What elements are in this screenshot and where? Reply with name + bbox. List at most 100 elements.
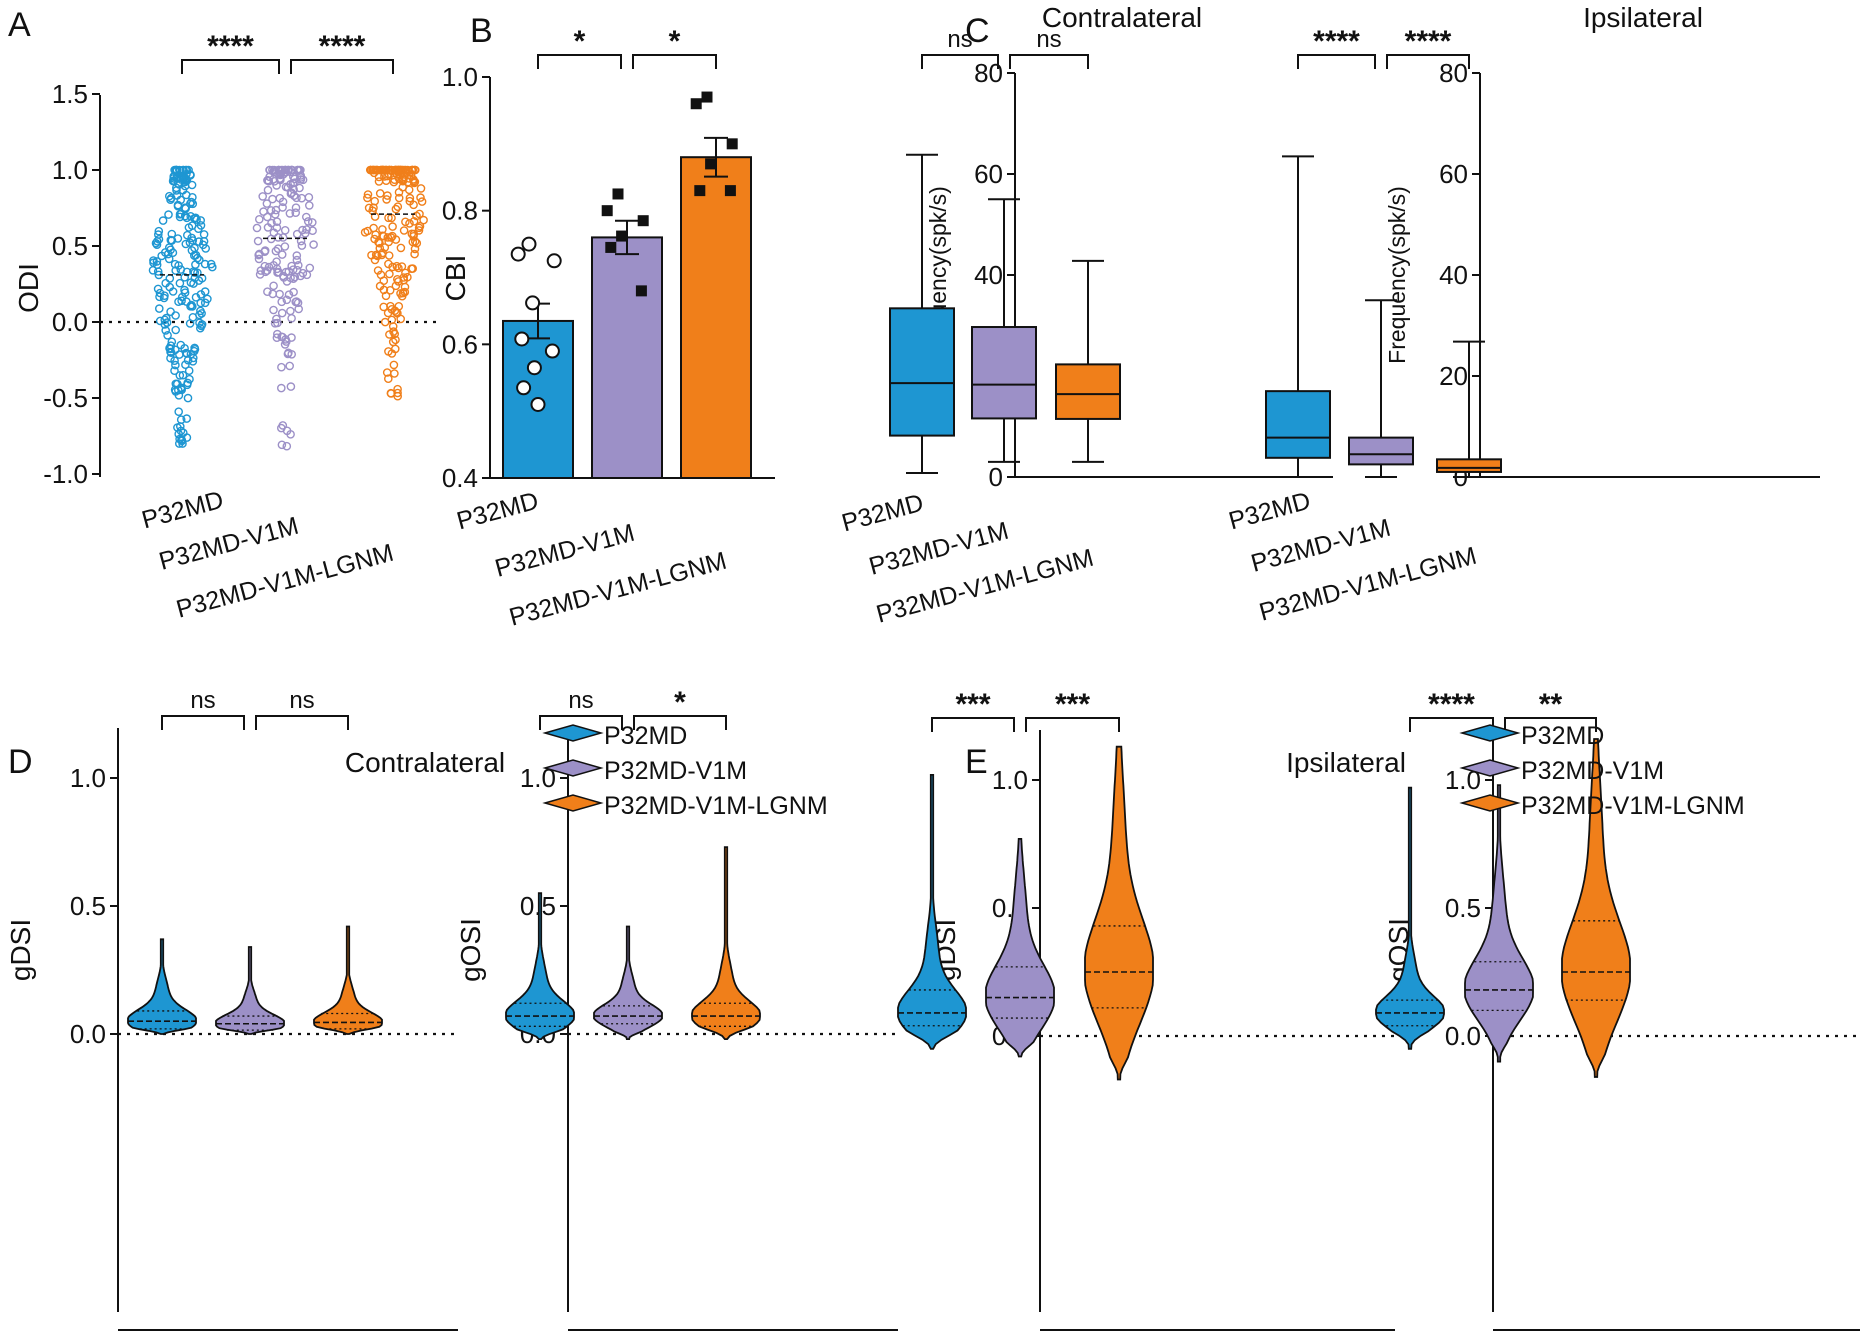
data-point bbox=[526, 360, 542, 376]
box bbox=[1348, 436, 1414, 466]
data-point bbox=[263, 287, 272, 297]
data-point bbox=[292, 193, 301, 203]
data-point bbox=[181, 239, 191, 249]
x-tick-label-p32md: P32MD bbox=[139, 486, 227, 535]
data-point bbox=[269, 281, 278, 291]
data-point bbox=[387, 304, 397, 314]
box-group-p32md bbox=[1265, 155, 1331, 478]
legend-swatch-p32md-v1m bbox=[1459, 759, 1521, 777]
data-point bbox=[278, 421, 288, 430]
box-group-p32md-v1m bbox=[971, 198, 1037, 463]
data-point bbox=[178, 173, 187, 183]
data-point bbox=[152, 257, 162, 266]
violin bbox=[127, 938, 197, 1035]
data-point bbox=[296, 236, 306, 246]
data-point bbox=[158, 216, 168, 225]
data-point bbox=[410, 249, 419, 259]
data-point bbox=[605, 241, 617, 253]
data-point bbox=[166, 341, 176, 351]
y-tick-label: 0.8 bbox=[442, 196, 478, 226]
data-point bbox=[635, 285, 647, 297]
y-tick-label: 1.0 bbox=[52, 155, 88, 185]
data-point bbox=[263, 223, 273, 232]
data-point bbox=[182, 414, 191, 423]
data-point bbox=[701, 91, 713, 103]
data-point bbox=[186, 170, 195, 180]
data-point bbox=[196, 221, 206, 230]
y-axis-label: CBI bbox=[440, 255, 471, 302]
y-tick-label: 1.0 bbox=[70, 763, 106, 793]
significance-label: ns bbox=[1036, 26, 1061, 53]
data-point bbox=[161, 326, 170, 335]
data-point bbox=[516, 380, 532, 396]
data-point bbox=[161, 278, 170, 288]
data-point bbox=[165, 344, 175, 354]
y-tick-label: 0.5 bbox=[1445, 893, 1481, 923]
data-point bbox=[393, 388, 402, 398]
panel-label-d: D bbox=[8, 743, 33, 781]
significance-bracket bbox=[539, 715, 623, 730]
y-tick-label: 0.6 bbox=[442, 329, 478, 359]
data-point bbox=[416, 193, 425, 202]
data-point bbox=[154, 304, 164, 313]
violin-group-p32md-v1m-lgnm bbox=[1561, 738, 1631, 1078]
violin-group-p32md-v1m-lgnm bbox=[1084, 745, 1154, 1081]
data-point bbox=[178, 370, 188, 380]
bar-group-p32md bbox=[502, 236, 574, 480]
data-point bbox=[180, 285, 189, 295]
y-tick-label: 80 bbox=[1439, 58, 1468, 88]
data-point bbox=[182, 230, 192, 240]
data-point bbox=[367, 250, 376, 260]
data-point bbox=[282, 441, 292, 451]
data-point bbox=[525, 295, 541, 311]
data-point bbox=[291, 208, 301, 217]
data-point bbox=[160, 315, 169, 325]
y-tick-label: 40 bbox=[1439, 260, 1468, 290]
panel-c-contralateral: 806040200Frequency(spk/s)P32MDP32MD-V1MP… bbox=[839, 26, 1333, 629]
violin bbox=[691, 846, 761, 1041]
data-point bbox=[269, 167, 279, 177]
data-point bbox=[187, 197, 196, 207]
data-point bbox=[409, 216, 419, 226]
data-point bbox=[275, 193, 285, 203]
title-c-ipsilateral: Ipsilateral bbox=[1583, 2, 1703, 33]
data-point bbox=[203, 294, 212, 304]
data-point bbox=[177, 435, 186, 444]
data-point bbox=[165, 274, 175, 283]
data-point bbox=[283, 349, 293, 359]
y-axis-label: gOSI bbox=[455, 918, 486, 982]
violin bbox=[215, 946, 285, 1035]
data-point bbox=[410, 237, 420, 246]
violin bbox=[1375, 786, 1445, 1050]
scatter-group-p32md-v1m-lgnm bbox=[360, 165, 428, 401]
data-point bbox=[155, 292, 164, 302]
data-point bbox=[724, 185, 736, 197]
data-point bbox=[405, 168, 415, 177]
significance-label: **** bbox=[319, 30, 366, 63]
data-point bbox=[170, 366, 179, 376]
y-tick-label: 0.0 bbox=[70, 1019, 106, 1049]
data-point bbox=[383, 233, 393, 242]
bar-group-p32md-v1m bbox=[591, 188, 663, 479]
data-point bbox=[601, 205, 613, 217]
data-point bbox=[277, 440, 287, 450]
data-point bbox=[163, 330, 172, 340]
data-point bbox=[171, 325, 180, 335]
data-point bbox=[260, 246, 270, 255]
significance-bracket bbox=[1409, 717, 1494, 732]
data-point bbox=[186, 301, 195, 311]
data-point bbox=[298, 175, 308, 185]
data-point bbox=[294, 304, 304, 314]
significance-label: *** bbox=[955, 688, 990, 721]
legend-label-p32md: P32MD bbox=[1521, 722, 1604, 750]
violin-group-p32md-v1m-lgnm bbox=[691, 846, 761, 1041]
significance-bracket bbox=[1009, 54, 1089, 69]
data-point bbox=[160, 291, 169, 301]
box-group-p32md-v1m-lgnm bbox=[1436, 340, 1502, 478]
data-point bbox=[286, 189, 296, 198]
data-point bbox=[172, 379, 182, 389]
significance-label: **** bbox=[1428, 688, 1475, 721]
data-point bbox=[375, 189, 385, 198]
data-point bbox=[174, 407, 183, 417]
data-point bbox=[181, 360, 190, 370]
